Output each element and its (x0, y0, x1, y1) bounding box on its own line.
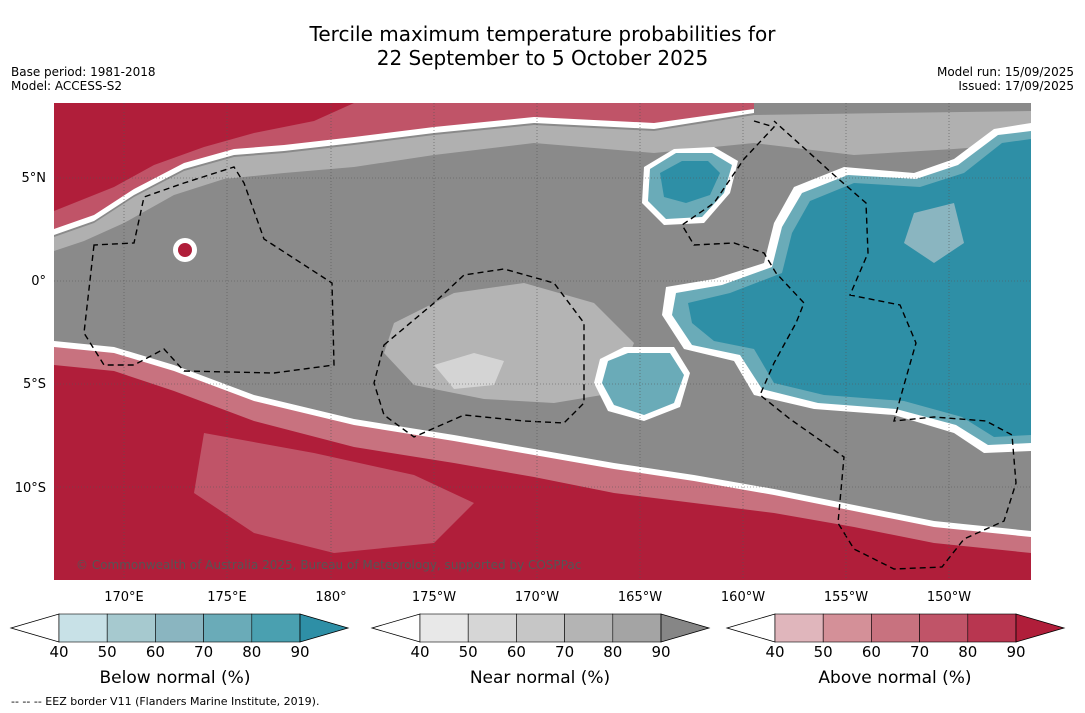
colorbar-near (370, 613, 711, 643)
colorbar-near-tick: 70 (555, 643, 575, 661)
lon-label-175w: 175°W (411, 590, 457, 605)
eez-west (83, 166, 335, 374)
below-normal-east-light (904, 203, 964, 263)
colorbar-below-tick: 40 (49, 643, 69, 661)
colorbar-near-low-extend (370, 613, 421, 643)
colorbar-near-segment (467, 613, 517, 643)
colorbar-near-tick: 80 (603, 643, 623, 661)
colorbar-above-tick: 80 (958, 643, 978, 661)
colorbar-below-tick: 90 (290, 643, 310, 661)
colorbar-below-high-extend (299, 613, 350, 643)
title-line-2: 22 September to 5 October 2025 (376, 46, 709, 70)
colorbars (9, 613, 1066, 643)
colorbar-near-high-extend (660, 613, 711, 643)
model-run: Model run: 15/09/2025 (936, 65, 1074, 79)
islet-red-spot (178, 243, 192, 257)
colorbar-below-segment (251, 613, 301, 643)
lat-label-10s: 10°S (14, 481, 46, 496)
base-period: Base period: 1981-2018 (11, 65, 156, 79)
near-normal-lighter-center (434, 353, 504, 389)
lon-label-175e: 175°E (207, 590, 247, 605)
colorbar-above-segment (967, 613, 1017, 643)
copyright-text: © Commonwealth of Australia 2025, Bureau… (76, 558, 582, 572)
colorbar-below-segment (106, 613, 156, 643)
title-line-1: Tercile maximum temperature probabilitie… (309, 22, 776, 46)
eez-north-east (681, 120, 1017, 570)
map-area (54, 103, 1031, 580)
colorbar-above-low-extend (725, 613, 776, 643)
above-normal-north-core (54, 103, 354, 211)
colorbar-below-segment (203, 613, 253, 643)
lon-label-170w: 170°W (514, 590, 560, 605)
probability-map (54, 103, 1031, 580)
colorbar-below-tick: 50 (97, 643, 117, 661)
colorbar-title-near: Near normal (%) (469, 668, 611, 688)
colorbar-above-tick: 90 (1006, 643, 1026, 661)
eez-footnote: -- -- -- EEZ border V11 (Flanders Marine… (11, 695, 320, 708)
colorbar-title-above: Above normal (%) (818, 668, 972, 688)
colorbar-near-tick: 50 (458, 643, 478, 661)
colorbar-near-segment (419, 613, 469, 643)
colorbar-below-segment (58, 613, 108, 643)
gridlines (54, 103, 1031, 580)
colorbar-below-tick: 80 (242, 643, 262, 661)
colorbar-near-tick: 60 (506, 643, 526, 661)
colorbar-below-segment (155, 613, 204, 643)
eez-center (373, 268, 585, 438)
colorbar-below-low-extend (9, 613, 60, 643)
issued-date: Issued: 17/09/2025 (958, 79, 1074, 93)
lon-label-160w: 160°W (720, 590, 766, 605)
colorbar-near-tick: 90 (651, 643, 671, 661)
lat-label-5n: 5°N (21, 171, 47, 186)
lon-label-165w: 165°W (617, 590, 663, 605)
colorbar-above-segment (871, 613, 920, 643)
lon-label-170e: 170°E (104, 590, 144, 605)
lon-label-180: 180° (315, 590, 347, 605)
meta-left: Base period: 1981-2018 Model: ACCESS-S2 (11, 65, 156, 93)
colorbar-above-high-extend (1015, 613, 1066, 643)
colorbar-above-tick: 40 (765, 643, 785, 661)
colorbar-above-segment (919, 613, 969, 643)
lon-label-150w: 150°W (926, 590, 972, 605)
lat-label-0: 0° (31, 274, 46, 289)
colorbar-below-tick: 70 (194, 643, 214, 661)
colorbar-below-tick: 60 (145, 643, 165, 661)
above-normal-south-patch (194, 433, 474, 553)
colorbar-near-tick: 40 (410, 643, 430, 661)
colorbar-title-below: Below normal (%) (99, 668, 251, 688)
colorbar-above-segment (822, 613, 872, 643)
lat-label-5s: 5°S (22, 377, 46, 392)
colorbar-above-segment (774, 613, 824, 643)
model-name: Model: ACCESS-S2 (11, 79, 123, 93)
colorbar-near-segment (612, 613, 662, 643)
colorbar-below (9, 613, 350, 643)
colorbar-above-tick: 70 (910, 643, 930, 661)
colorbar-near-segment (516, 613, 565, 643)
colorbar-above-tick: 60 (861, 643, 881, 661)
eez-borders (83, 120, 1017, 570)
lon-label-155w: 155°W (823, 590, 869, 605)
colorbar-above (725, 613, 1066, 643)
map-title: Tercile maximum temperature probabilitie… (0, 22, 1085, 70)
colorbar-near-segment (564, 613, 614, 643)
colorbar-above-tick: 50 (813, 643, 833, 661)
meta-right: Model run: 15/09/2025 Issued: 17/09/2025 (937, 65, 1074, 93)
near-normal-light-north (54, 111, 1031, 251)
below-normal-north-core (660, 161, 720, 203)
